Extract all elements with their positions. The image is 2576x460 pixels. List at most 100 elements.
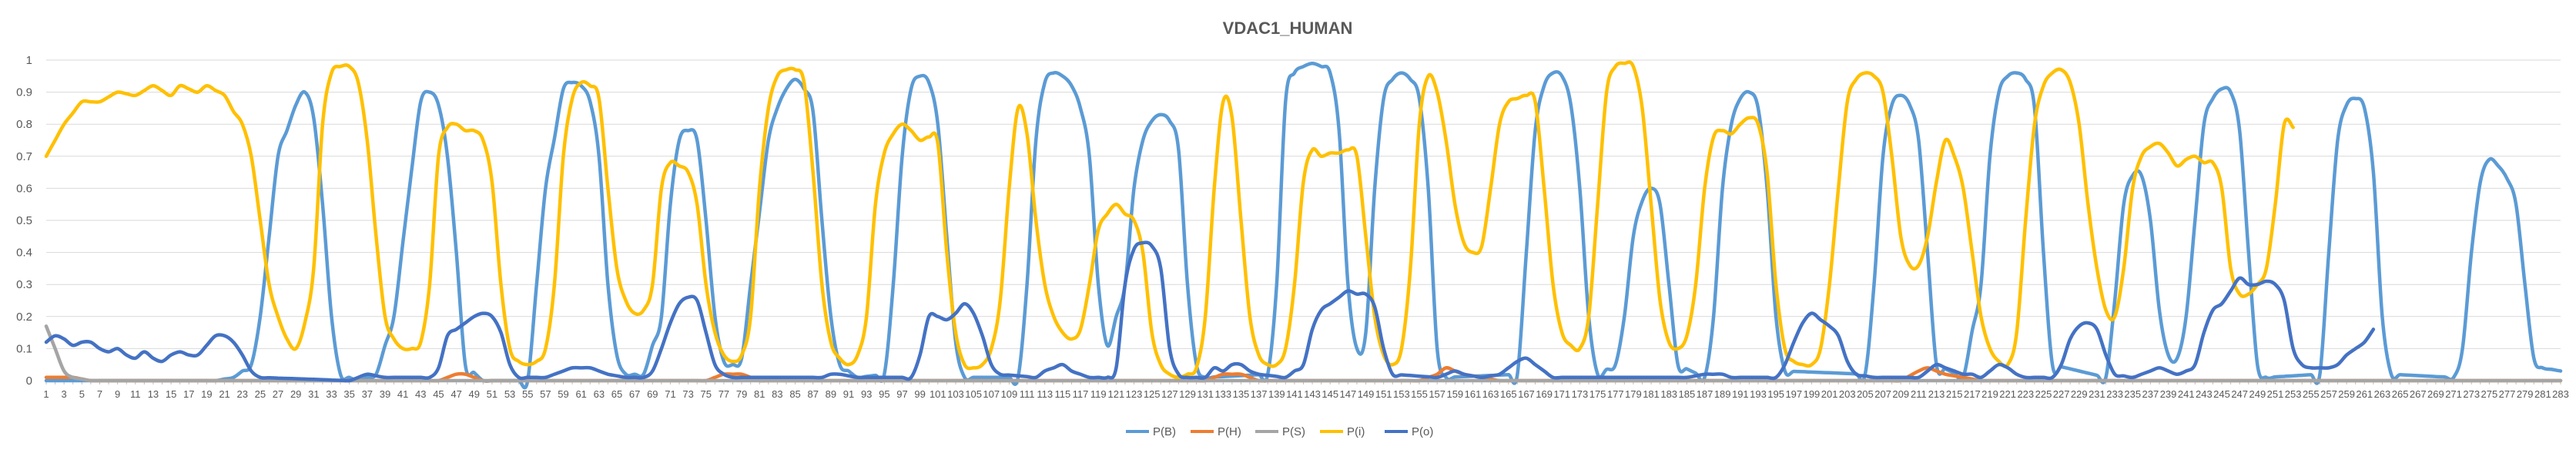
- x-tick-label: 85: [789, 388, 800, 400]
- x-tick-label: 183: [1660, 388, 1677, 400]
- x-tick-label: 33: [326, 388, 337, 400]
- x-tick-label: 167: [1518, 388, 1535, 400]
- x-tick-label: 51: [487, 388, 497, 400]
- x-tick-label: 203: [1839, 388, 1856, 400]
- x-tick-label: 65: [611, 388, 622, 400]
- x-tick-label: 125: [1144, 388, 1161, 400]
- x-tick-label: 67: [629, 388, 640, 400]
- x-tick-label: 267: [2410, 388, 2427, 400]
- x-tick-label: 191: [1732, 388, 1749, 400]
- series-line-pi: [44, 60, 2295, 380]
- y-tick-label: 0.8: [16, 118, 32, 131]
- x-tick-label: 27: [273, 388, 283, 400]
- y-tick-label: 0.3: [16, 278, 32, 291]
- x-tick-label: 111: [1020, 388, 1035, 400]
- x-tick-label: 219: [1981, 388, 1998, 400]
- x-tick-label: 75: [701, 388, 712, 400]
- x-tick-label: 93: [861, 388, 872, 400]
- x-tick-label: 61: [575, 388, 586, 400]
- x-tick-label: 165: [1500, 388, 1517, 400]
- x-tick-label: 225: [2035, 388, 2052, 400]
- x-tick-label: 43: [415, 388, 426, 400]
- x-tick-label: 241: [2178, 388, 2195, 400]
- y-tick-label: 0.4: [16, 247, 32, 260]
- x-tick-label: 209: [1892, 388, 1909, 400]
- x-tick-label: 103: [947, 388, 964, 400]
- x-tick-label: 151: [1375, 388, 1392, 400]
- x-tick-label: 71: [665, 388, 675, 400]
- x-tick-label: 79: [736, 388, 747, 400]
- x-tick-label: 257: [2320, 388, 2337, 400]
- x-tick-label: 277: [2499, 388, 2516, 400]
- x-tick-label: 197: [1785, 388, 1802, 400]
- x-tick-label: 153: [1393, 388, 1410, 400]
- x-tick-label: 227: [2053, 388, 2070, 400]
- x-tick-label: 35: [343, 388, 354, 400]
- x-tick-label: 221: [1999, 388, 2016, 400]
- x-tick-label: 229: [2071, 388, 2088, 400]
- x-axis-ticks: 1 3 5 7 9 11 13 15 17 19 21 23 25 27 29 31 33 35 37 39 41 43 4…: [43, 381, 2569, 400]
- legend-label: P(S): [1282, 425, 1305, 438]
- x-tick-label: 205: [1857, 388, 1874, 400]
- x-tick-label: 279: [2517, 388, 2534, 400]
- x-tick-label: 101: [930, 388, 946, 400]
- x-tick-label: 23: [236, 388, 247, 400]
- x-tick-label: 133: [1214, 388, 1231, 400]
- x-tick-label: 259: [2338, 388, 2355, 400]
- x-tick-label: 87: [807, 388, 818, 400]
- x-tick-label: 171: [1553, 388, 1570, 400]
- legend-label: P(B): [1153, 425, 1176, 438]
- x-tick-label: 57: [540, 388, 551, 400]
- x-tick-label: 207: [1874, 388, 1891, 400]
- x-tick-label: 115: [1055, 388, 1071, 400]
- series-line-po: [44, 240, 2376, 383]
- x-tick-label: 13: [148, 388, 159, 400]
- x-tick-label: 39: [380, 388, 390, 400]
- x-tick-label: 1: [43, 388, 49, 400]
- legend: P(B) P(H) P(S) P(i) P(o): [1126, 425, 1433, 438]
- x-tick-label: 187: [1697, 388, 1713, 400]
- x-tick-label: 11: [130, 388, 141, 400]
- y-axis-ticks: 0 0.1 0.2 0.3 0.4 0.5 0.6 0.7 0.8 0.9 1: [16, 54, 32, 388]
- x-tick-label: 141: [1286, 388, 1303, 400]
- x-tick-label: 129: [1179, 388, 1196, 400]
- x-tick-label: 131: [1197, 388, 1214, 400]
- series-line-pb: [44, 61, 2563, 390]
- x-tick-label: 113: [1037, 388, 1053, 400]
- x-tick-label: 121: [1108, 388, 1125, 400]
- x-tick-label: 233: [2106, 388, 2123, 400]
- x-tick-label: 19: [201, 388, 212, 400]
- x-tick-label: 83: [772, 388, 782, 400]
- x-tick-label: 137: [1251, 388, 1268, 400]
- x-tick-label: 273: [2463, 388, 2480, 400]
- x-tick-label: 161: [1465, 388, 1482, 400]
- y-tick-label: 0.9: [16, 86, 32, 99]
- x-tick-label: 25: [255, 388, 266, 400]
- x-tick-label: 97: [896, 388, 907, 400]
- x-tick-label: 17: [183, 388, 194, 400]
- x-tick-label: 81: [754, 388, 765, 400]
- x-tick-label: 239: [2160, 388, 2177, 400]
- x-tick-label: 3: [62, 388, 67, 400]
- x-tick-label: 159: [1446, 388, 1463, 400]
- x-tick-label: 223: [2017, 388, 2034, 400]
- x-tick-label: 251: [2267, 388, 2284, 400]
- x-tick-label: 211: [1911, 388, 1927, 400]
- x-tick-label: 213: [1928, 388, 1945, 400]
- x-tick-label: 105: [965, 388, 982, 400]
- x-tick-label: 231: [2089, 388, 2105, 400]
- x-tick-label: 143: [1304, 388, 1321, 400]
- x-tick-label: 263: [2374, 388, 2391, 400]
- x-tick-label: 99: [914, 388, 925, 400]
- x-tick-label: 237: [2142, 388, 2159, 400]
- x-tick-label: 185: [1679, 388, 1696, 400]
- x-tick-label: 139: [1268, 388, 1285, 400]
- x-tick-label: 47: [451, 388, 461, 400]
- x-tick-label: 31: [308, 388, 319, 400]
- x-tick-label: 45: [433, 388, 444, 400]
- x-tick-label: 261: [2356, 388, 2373, 400]
- x-tick-label: 215: [1946, 388, 1963, 400]
- x-tick-label: 163: [1482, 388, 1499, 400]
